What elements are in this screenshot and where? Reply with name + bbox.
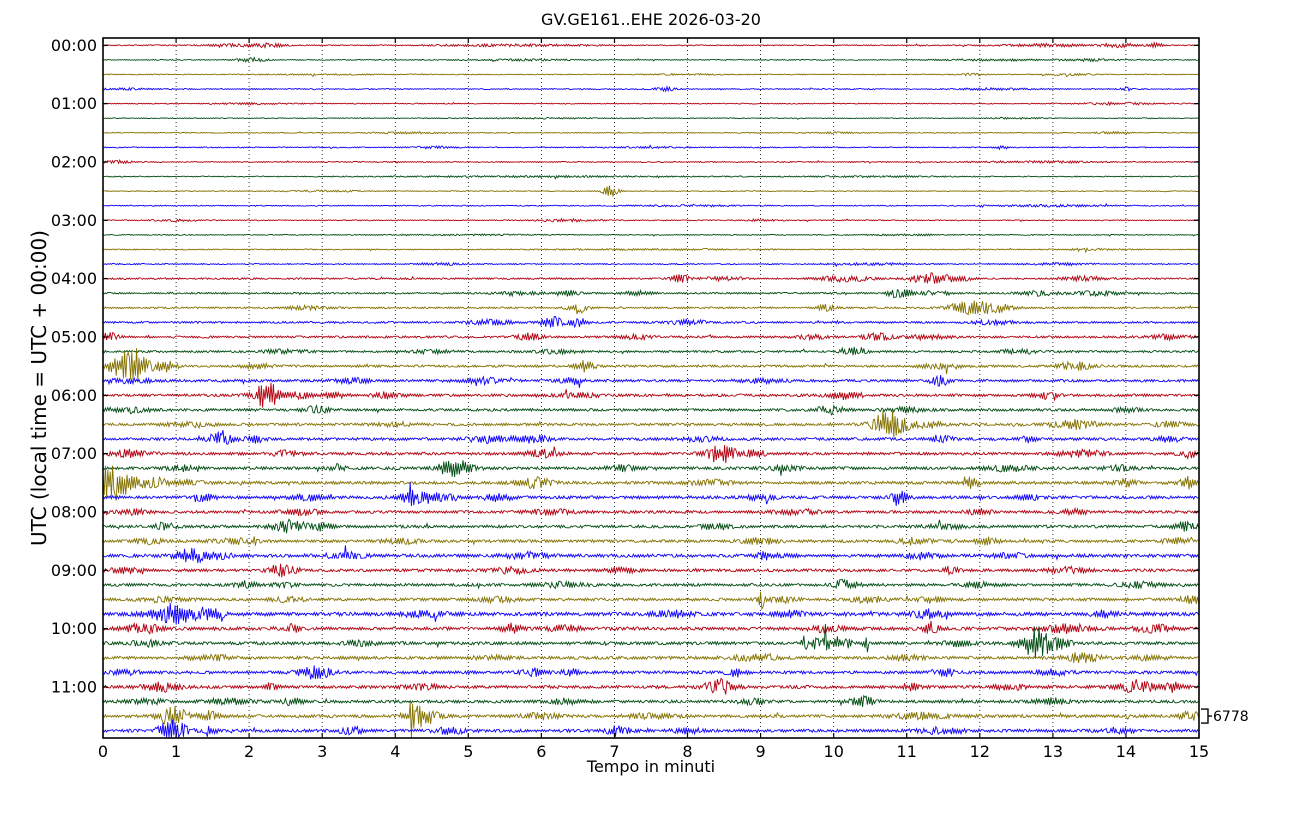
trace-row-0800 <box>103 506 1199 517</box>
trace-row-0130 <box>103 130 1199 135</box>
x-tick-label: 7 <box>609 742 619 761</box>
y-axis-label: UTC (local time = UTC + 00:00) <box>27 230 51 546</box>
hour-tick-label: 05:00 <box>51 328 97 347</box>
amplitude-scale-bracket <box>1201 708 1212 724</box>
trace-row-0315 <box>103 233 1199 237</box>
hour-tick-label: 01:00 <box>51 94 97 113</box>
trace-row-0030 <box>103 72 1199 78</box>
trace-row-0500 <box>103 331 1199 342</box>
hour-tick-label: 06:00 <box>51 386 97 405</box>
x-tick-label: 3 <box>317 742 327 761</box>
trace-row-0200 <box>103 158 1199 165</box>
plot-title: GV.GE161..EHE 2026-03-20 <box>541 10 761 29</box>
hour-tick-label: 08:00 <box>51 503 97 522</box>
trace-row-0530 <box>103 348 1199 382</box>
x-tick-label: 13 <box>1043 742 1063 761</box>
plot-frame <box>102 37 1200 739</box>
x-tick-label: 12 <box>970 742 990 761</box>
hour-tick-label: 02:00 <box>51 153 97 172</box>
trace-row-0430 <box>103 300 1199 316</box>
hour-tick-label: 07:00 <box>51 444 97 463</box>
x-tick-label: 0 <box>98 742 108 761</box>
trace-row-1045 <box>103 665 1199 680</box>
x-tick-label: 15 <box>1189 742 1209 761</box>
hour-tick-label: 10:00 <box>51 619 97 638</box>
x-tick-label: 2 <box>244 742 254 761</box>
plot-area: 00:00 01:00 02:00 03:00 04:00 05:00 06:00 07:00… <box>51 36 1212 761</box>
trace-row-0415 <box>103 288 1199 299</box>
trace-row-0000 <box>103 40 1199 50</box>
trace-row-0830 <box>103 536 1199 546</box>
trace-row-1100 <box>103 677 1199 695</box>
x-tick-label: 9 <box>756 742 766 761</box>
trace-row-0745 <box>103 482 1199 507</box>
trace-row-0630 <box>103 410 1199 438</box>
trace-row-0230 <box>103 185 1199 197</box>
hour-tick-label: 09:00 <box>51 561 97 580</box>
trace-row-0915 <box>103 578 1199 590</box>
trace-row-0930 <box>103 591 1199 611</box>
trace-row-0100 <box>103 101 1199 107</box>
trace-row-0330 <box>103 247 1199 254</box>
trace-row-0045 <box>103 85 1199 93</box>
trace-row-0545 <box>103 374 1199 388</box>
x-axis-label: Tempo in minuti <box>586 757 715 776</box>
trace-row-0245 <box>103 202 1199 209</box>
trace-row-0400 <box>103 272 1199 284</box>
trace-row-1130 <box>103 702 1199 738</box>
trace-row-0600 <box>103 382 1199 408</box>
trace-row-0715 <box>103 460 1199 478</box>
trace-row-0345 <box>103 261 1199 268</box>
trace-row-1115 <box>103 694 1199 708</box>
hour-tick-label: 00:00 <box>51 36 97 55</box>
trace-group <box>103 40 1199 738</box>
trace-row-0115 <box>103 116 1199 120</box>
trace-row-1145 <box>103 719 1199 738</box>
trace-row-0015 <box>103 56 1199 63</box>
trace-row-0700 <box>103 445 1199 464</box>
x-tick-label: 14 <box>1116 742 1136 761</box>
hour-tick-label: 11:00 <box>51 678 97 697</box>
trace-row-0300 <box>103 217 1199 224</box>
x-tick-label: 5 <box>463 742 473 761</box>
trace-row-0845 <box>103 545 1199 564</box>
trace-row-1015 <box>103 623 1199 658</box>
trace-row-0615 <box>103 403 1199 416</box>
trace-row-1000 <box>103 620 1199 636</box>
trace-row-0145 <box>103 144 1199 151</box>
trace-row-0945 <box>103 603 1199 625</box>
trace-row-0815 <box>103 518 1199 534</box>
x-tick-label: 4 <box>390 742 400 761</box>
trace-row-1030 <box>103 652 1199 664</box>
trace-row-0215 <box>103 174 1199 180</box>
hour-tick-label: 03:00 <box>51 211 97 230</box>
trace-row-0730 <box>103 465 1199 501</box>
hour-tick-label: 04:00 <box>51 269 97 288</box>
scale-value-label: 6778 <box>1213 709 1249 725</box>
x-tick-label: 10 <box>824 742 844 761</box>
x-tick-label: 8 <box>682 742 692 761</box>
trace-row-0645 <box>103 429 1199 445</box>
trace-row-0515 <box>103 346 1199 356</box>
x-tick-label: 6 <box>536 742 546 761</box>
x-tick-label: 1 <box>171 742 181 761</box>
x-tick-label: 11 <box>897 742 917 761</box>
trace-row-0445 <box>103 315 1199 329</box>
trace-row-0900 <box>103 563 1199 578</box>
